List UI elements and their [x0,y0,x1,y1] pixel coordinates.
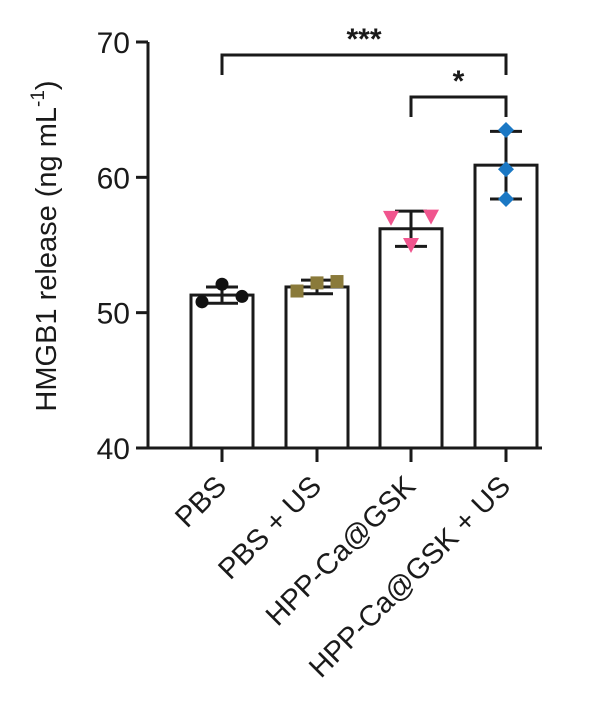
significance-bracket [220,53,508,75]
y-tick-label: 70 [97,27,130,60]
data-point [310,276,324,290]
y-axis-title-close: ) [31,80,63,90]
data-point [498,161,514,178]
significance-bracket [409,95,508,117]
y-axis-title: HMGB1 release (ng mL-1) [28,80,63,411]
data-point [498,190,514,207]
x-category-label: PBS [169,470,233,534]
bar [189,293,255,450]
data-point [498,121,514,138]
significance-label: * [453,65,465,98]
significance-label: *** [346,23,381,56]
data-point [423,209,439,225]
data-point [383,210,399,226]
bar [473,163,539,450]
y-axis: 40 50 60 70 [97,27,150,466]
y-tick-label: 60 [97,162,130,195]
data-point [330,275,344,289]
data-point [403,238,419,253]
bar [284,285,350,450]
data-point [215,277,229,291]
y-tick-label: 40 [97,433,130,466]
data-points [195,121,514,309]
bars [189,163,539,450]
data-point [235,289,249,303]
y-axis-title-superscript: -1 [28,90,49,107]
bar [378,227,444,450]
data-point [290,284,304,298]
significance-brackets: **** [220,23,508,117]
y-tick-label: 50 [97,298,130,331]
data-point [195,295,209,309]
